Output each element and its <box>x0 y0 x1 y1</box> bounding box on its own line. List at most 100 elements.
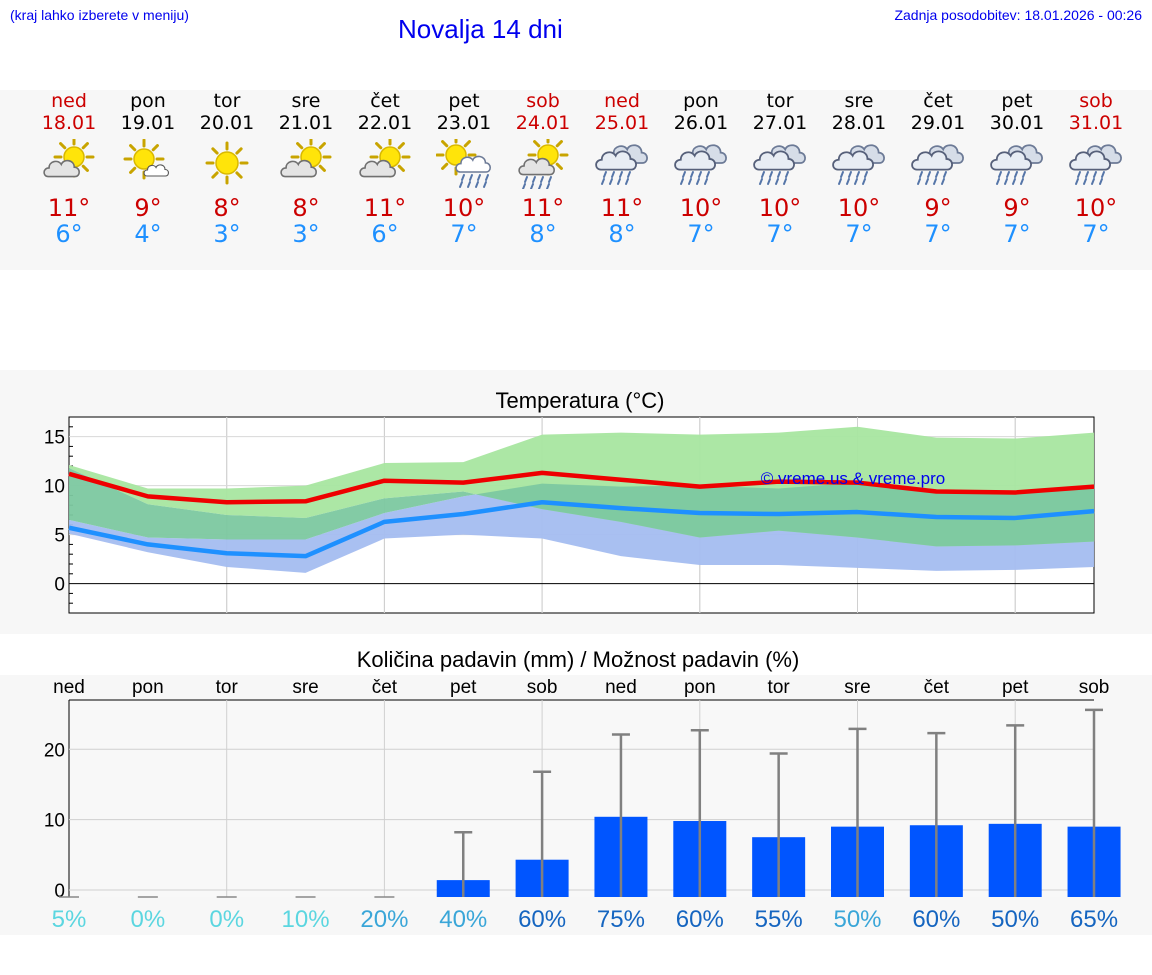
rain-cloud-icon <box>753 144 806 185</box>
category-label: pon <box>684 677 716 698</box>
precipitation-chart: Količina padavin (mm) / Možnost padavin … <box>44 647 1121 933</box>
min-temp: 6° <box>371 220 399 248</box>
location-hint: (kraj lahko izberete v meniju) <box>10 7 189 23</box>
precip-probability: 65% <box>1070 906 1118 933</box>
day-date: 22.01 <box>357 112 413 134</box>
day-name: pet <box>1001 90 1033 112</box>
day-name: ned <box>604 90 640 112</box>
max-temp: 10° <box>837 194 881 222</box>
max-temp: 8° <box>213 194 241 222</box>
day-date: 18.01 <box>41 112 97 134</box>
precip-probability: 50% <box>991 906 1039 933</box>
rain-cloud-icon <box>832 144 885 185</box>
precip-probability: 60% <box>518 906 566 933</box>
day-date: 28.01 <box>831 112 887 134</box>
day-name: čet <box>923 90 953 112</box>
rain-cloud-icon <box>1069 144 1122 185</box>
page-title: Novalja 14 dni <box>398 14 563 44</box>
y-tick-label: 10 <box>44 477 65 498</box>
max-temp: 11° <box>363 194 407 222</box>
precip-probability: 10% <box>282 906 330 933</box>
precip-probability: 60% <box>912 906 960 933</box>
min-temp: 7° <box>766 220 794 248</box>
precip-probability: 75% <box>597 906 645 933</box>
max-temp: 11° <box>600 194 644 222</box>
day-date: 29.01 <box>910 112 966 134</box>
day-name: pon <box>130 90 166 112</box>
precip-probability: 50% <box>833 906 881 933</box>
forecast-day: ned 25.01 11° 8° <box>583 90 662 247</box>
category-label: tor <box>768 677 791 698</box>
max-temp-line <box>68 470 1095 505</box>
temp-chart-band <box>0 370 1152 410</box>
watermark: © vreme.us & vreme.pro <box>761 469 945 488</box>
forecast-day: pet 23.01 10° 7° <box>425 90 504 247</box>
min-temp: 7° <box>924 220 952 248</box>
temperature-chart: Temperatura (°C) 0 5 10 15 © vreme.us & vreme… <box>44 388 1095 614</box>
day-date: 27.01 <box>752 112 808 134</box>
day-date: 24.01 <box>515 112 571 134</box>
category-label: sre <box>844 677 870 698</box>
category-label: pon <box>132 677 164 698</box>
max-temp: 8° <box>292 194 320 222</box>
day-name: pet <box>448 90 480 112</box>
category-label: sre <box>292 677 318 698</box>
day-name: sob <box>1079 90 1113 112</box>
min-temp: 7° <box>450 220 478 248</box>
forecast-day: čet 22.01 11° 6° <box>346 90 425 247</box>
day-date: 31.01 <box>1068 112 1124 134</box>
forecast-day: tor 20.01 8° 3° <box>188 90 267 247</box>
max-temp: 9° <box>134 194 162 222</box>
min-temp-line <box>68 500 1095 559</box>
day-name: sre <box>844 90 874 112</box>
min-temp: 7° <box>1003 220 1031 248</box>
day-date: 20.01 <box>199 112 255 134</box>
max-temp: 9° <box>924 194 952 222</box>
precip-probability: 5% <box>52 906 87 933</box>
day-date: 23.01 <box>436 112 492 134</box>
y-tick-label: 10 <box>44 811 65 832</box>
sun-small-cloud-icon <box>123 139 169 180</box>
y-tick-label: 15 <box>44 428 65 449</box>
rain-cloud-icon <box>911 144 964 185</box>
precip-probability: 60% <box>676 906 724 933</box>
max-temp: 9° <box>1003 194 1031 222</box>
min-temp: 4° <box>134 220 162 248</box>
partly-cloudy-sun-icon <box>43 139 95 178</box>
category-label: ned <box>605 677 637 698</box>
y-tick-label: 20 <box>44 740 65 761</box>
min-temp: 7° <box>687 220 715 248</box>
day-name: čet <box>370 90 400 112</box>
category-label: sob <box>527 677 558 698</box>
min-temp: 8° <box>608 220 636 248</box>
precip-probability: 0% <box>209 906 244 933</box>
min-temp: 7° <box>1082 220 1110 248</box>
partly-cloudy-sun-icon <box>359 139 411 178</box>
sun-icon <box>205 141 249 185</box>
min-temp: 3° <box>292 220 320 248</box>
day-name: tor <box>213 90 241 112</box>
precip-probability: 0% <box>131 906 166 933</box>
day-date: 19.01 <box>120 112 176 134</box>
max-temp: 10° <box>442 194 486 222</box>
forecast-day: sob 31.01 10° 7° <box>1057 90 1136 247</box>
precip-probability: 40% <box>439 906 487 933</box>
category-label: pet <box>450 677 477 698</box>
category-label: čet <box>924 677 950 698</box>
max-temp: 11° <box>47 194 91 222</box>
precip-probability: 55% <box>755 906 803 933</box>
day-date: 30.01 <box>989 112 1045 134</box>
daily-forecast-strip: ned 18.01 11° 6° pon 19.01 9° 4° tor 20.01 8° 3° sre… <box>0 90 1152 270</box>
forecast-day: pon 19.01 9° 4° <box>109 90 188 247</box>
day-date: 21.01 <box>278 112 334 134</box>
sun-rain-cloud-icon <box>436 139 491 188</box>
min-temp: 7° <box>845 220 873 248</box>
forecast-day: ned 18.01 11° 6° <box>30 90 109 247</box>
forecast-day: sob 24.01 11° 8° <box>504 90 583 247</box>
category-label: sob <box>1079 677 1110 698</box>
max-temp: 11° <box>521 194 565 222</box>
chart-title: Temperatura (°C) <box>496 388 665 413</box>
partly-cloudy-sun-icon <box>280 139 332 178</box>
y-tick-label: 5 <box>54 526 65 547</box>
day-name: tor <box>766 90 794 112</box>
